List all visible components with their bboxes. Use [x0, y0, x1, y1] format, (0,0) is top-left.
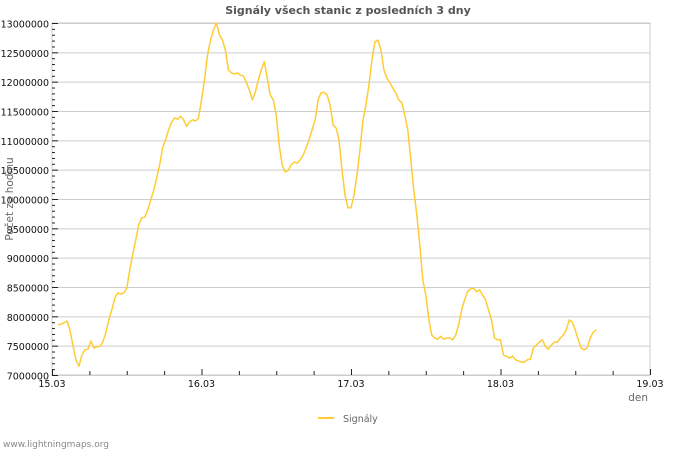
series-line-signaly: [57, 22, 597, 367]
y-tick-label: 9500000: [7, 225, 49, 236]
y-tick-label: 8500000: [7, 284, 49, 295]
x-axis-label: den: [628, 392, 648, 404]
legend: Signály: [318, 414, 378, 425]
x-tick-label: 18.03: [487, 379, 514, 390]
x-tick-label: 17.03: [337, 379, 364, 390]
y-tick-label: 9000000: [7, 254, 49, 265]
y-tick-label: 7500000: [7, 342, 49, 353]
y-axis-label: Počet za hodinu: [4, 157, 16, 240]
y-tick-label: 12000000: [1, 78, 49, 89]
x-tick-label: 16.03: [188, 379, 215, 390]
grid: [52, 23, 650, 376]
y-tick-label: 7000000: [7, 372, 49, 383]
y-tick-label: 11500000: [1, 108, 49, 119]
x-tick-label: 15.03: [38, 379, 65, 390]
chart-title: Signály všech stanic z posledních 3 dny: [225, 4, 471, 17]
y-tick-label: 13000000: [1, 20, 49, 31]
y-tick-label: 8000000: [7, 313, 49, 324]
y-tick-label: 12500000: [1, 49, 49, 60]
series-layer: [57, 22, 597, 367]
legend-label: Signály: [343, 414, 378, 425]
y-tick-label: 11000000: [1, 137, 49, 148]
x-tick-label: 19.03: [636, 379, 663, 390]
y-axis: 7000000 7500000 8000000 8500000 9000000 95000…: [1, 20, 58, 383]
watermark: www.lightningmaps.org: [3, 440, 109, 450]
y-tick-label: 10500000: [1, 166, 49, 177]
x-axis: 15.03 16.03 17.03 18.03 19.03: [38, 369, 664, 390]
y-tick-label: 10000000: [1, 196, 49, 207]
